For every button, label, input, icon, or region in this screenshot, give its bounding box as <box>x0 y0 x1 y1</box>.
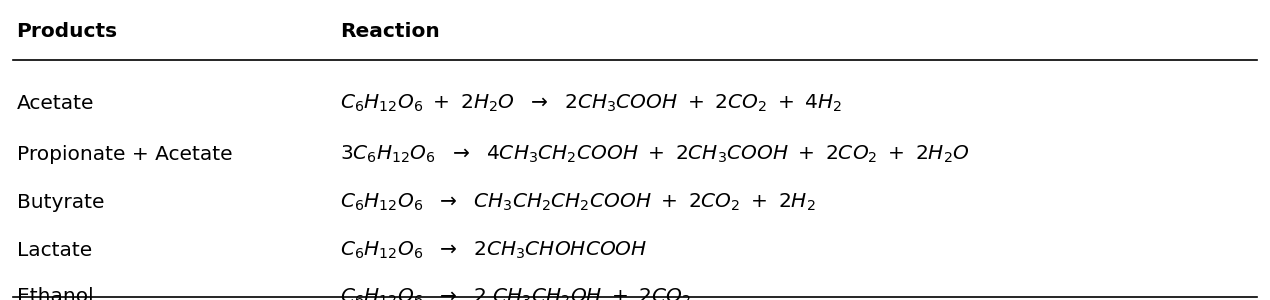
Text: $3C_6H_{12}O_6\ \ \rightarrow\ \ 4CH_3CH_2COOH\ +\ 2CH_3COOH\ +\ 2CO_2\ +\ 2H_2O: $3C_6H_{12}O_6\ \ \rightarrow\ \ 4CH_3CH… <box>340 144 970 165</box>
Text: $C_6H_{12}O_6\ +\ 2H_2O\ \ \rightarrow\ \ 2CH_3COOH\ +\ 2CO_2\ +\ 4H_2$: $C_6H_{12}O_6\ +\ 2H_2O\ \ \rightarrow\ … <box>340 93 842 114</box>
Text: $C_6H_{12}O_6\ \ \rightarrow\ \ CH_3CH_2CH_2COOH\ +\ 2CO_2\ +\ 2H_2$: $C_6H_{12}O_6\ \ \rightarrow\ \ CH_3CH_2… <box>340 192 815 213</box>
Text: Reaction: Reaction <box>340 22 441 41</box>
Text: Products: Products <box>17 22 118 41</box>
Text: $C_6H_{12}O_6\ \ \rightarrow\ \ 2CH_3CHOHCOOH$: $C_6H_{12}O_6\ \ \rightarrow\ \ 2CH_3CHO… <box>340 240 648 261</box>
Text: $C_6H_{12}O_6\ \ \rightarrow\ \ 2\ CH_3CH_2OH\ +\ 2CO_2$: $C_6H_{12}O_6\ \ \rightarrow\ \ 2\ CH_3C… <box>340 286 691 300</box>
Text: Acetate: Acetate <box>17 94 94 113</box>
Text: Lactate: Lactate <box>17 241 91 260</box>
Text: Propionate + Acetate: Propionate + Acetate <box>17 145 232 164</box>
Text: Ethanol: Ethanol <box>17 287 93 300</box>
Text: Butyrate: Butyrate <box>17 193 104 212</box>
